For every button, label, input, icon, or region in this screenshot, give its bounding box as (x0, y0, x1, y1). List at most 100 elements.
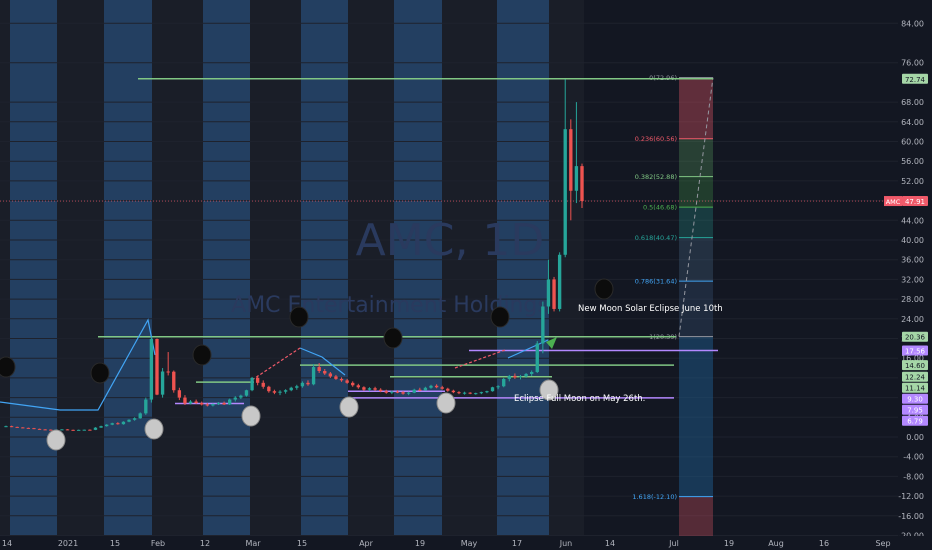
candle-body (183, 397, 187, 404)
y-tick-label: 76.00 (901, 59, 924, 68)
candle-body (160, 371, 165, 395)
candle-body (110, 423, 114, 425)
new-moon-icon (490, 306, 510, 328)
candle-body (418, 389, 422, 391)
cycle-band (301, 0, 348, 550)
new-moon-icon (383, 327, 403, 349)
y-tick-label: 24.00 (901, 315, 924, 324)
candle-body (138, 413, 142, 419)
price-badge-label: 17.56 (905, 348, 926, 356)
price-badge (902, 371, 928, 382)
candle-body (300, 382, 305, 387)
y-tick-label: 64.00 (901, 118, 924, 127)
y-tick-label: 32.00 (901, 275, 924, 284)
candle-body (406, 392, 411, 394)
candle-body (88, 429, 92, 431)
candle-body (205, 404, 209, 406)
watermark-ticker: AMC, 1D (356, 215, 545, 266)
candle-body (479, 392, 484, 394)
trend-line (0, 318, 156, 411)
candle-body (155, 338, 159, 395)
candle-body (289, 387, 293, 391)
y-tick-label: 84.00 (901, 19, 924, 28)
price-badge-label: 9.30 (907, 396, 923, 404)
x-axis[interactable]: 14 2021 15 Feb 12 Mar 15 Apr 19 May 17 Jun 14 Jul 19 Au… (0, 536, 932, 550)
candle-body (104, 424, 109, 427)
candle-body (507, 375, 511, 379)
candle-body (474, 393, 478, 395)
price-badges: AMC 72.74 47.91 20.36 17.56 14.60 12.24 11.14 9.… (884, 73, 928, 426)
x-tick-label: Jun (559, 539, 573, 548)
x-axis-background (0, 536, 932, 550)
candle-body (451, 390, 456, 393)
candle-body (194, 401, 198, 404)
candle-body (132, 418, 137, 420)
candle-body (552, 279, 556, 309)
history-shade (0, 0, 584, 550)
new-moon-icon (289, 306, 309, 328)
candle-body (267, 386, 271, 392)
candle-body (518, 376, 523, 378)
candle-body (502, 378, 506, 387)
candle-body (323, 371, 327, 374)
candle-body (328, 373, 333, 377)
fib-level-label: 0.5(46.68) (643, 204, 677, 212)
candle-body (99, 426, 103, 428)
full-moon-icon (539, 379, 559, 401)
candle-body (317, 367, 321, 372)
candles (4, 79, 584, 431)
candle-body (116, 423, 120, 425)
price-badge-label: 12.24 (905, 374, 926, 382)
full-moon-icon (46, 429, 66, 451)
candle-body (144, 399, 148, 414)
price-badge (902, 196, 928, 207)
candle-body (351, 382, 355, 386)
x-tick-label: May (461, 539, 478, 548)
fib-trend-dashed (678, 77, 714, 337)
y-tick-label: 28.00 (901, 295, 924, 304)
candle-body (278, 391, 282, 393)
x-tick-label: 12 (200, 539, 210, 548)
x-tick-label: Sep (875, 539, 890, 548)
candle-body (188, 401, 193, 404)
y-tick-label: -4.00 (903, 453, 924, 462)
candle-body (345, 380, 349, 383)
x-tick-label: 17 (512, 539, 522, 548)
candle-body (250, 377, 254, 391)
price-badge-label: 14.60 (905, 362, 925, 370)
y-tick-label: 60.00 (901, 138, 924, 147)
x-tick-label: 19 (415, 539, 425, 548)
candle-body (395, 391, 400, 393)
fib-retracement-zone: 0(72.96)0.236(60.56)0.382(52.88)0.5(46.6… (632, 74, 714, 545)
cycle-band (497, 0, 549, 550)
y-tick-label: -16.00 (898, 512, 924, 521)
candle-body (26, 427, 31, 429)
x-tick-label: 2021 (58, 539, 78, 548)
candle-body (339, 378, 344, 381)
full-moon-icon (339, 396, 359, 418)
price-badge (902, 345, 928, 356)
candle-body (255, 377, 260, 383)
symbol-tag-label: AMC (886, 198, 901, 206)
fib-level-label: 1.618(-12.10) (632, 493, 677, 501)
candle-body (485, 391, 489, 393)
full-moon-icon (241, 405, 261, 427)
price-badge-label: 6.79 (907, 418, 923, 426)
fib-level-label: 0.382(52.88) (635, 173, 677, 181)
candle-body (513, 375, 517, 378)
grid (0, 22, 898, 536)
candle-body (21, 427, 25, 429)
candle-body (211, 404, 215, 406)
fib-band (679, 138, 713, 177)
candle-body (580, 166, 584, 202)
candle-body (541, 306, 545, 344)
trend-line (299, 347, 346, 376)
candle-body (172, 371, 176, 391)
candle-body (37, 428, 42, 430)
candle-body (121, 421, 126, 425)
x-tick-label: Mar (245, 539, 261, 548)
cycle-band (394, 0, 442, 550)
candle-body (529, 371, 534, 374)
